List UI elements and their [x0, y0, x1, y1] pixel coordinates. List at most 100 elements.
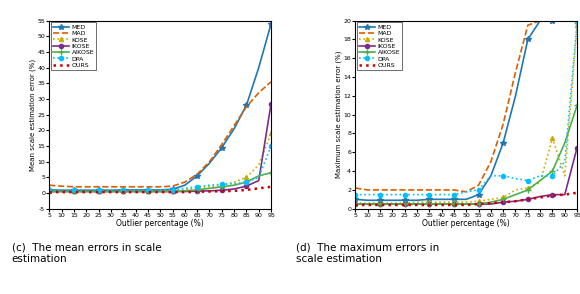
DPA — [376, 193, 383, 196]
MAD — [376, 188, 383, 192]
KOSE — [487, 198, 494, 201]
KOSE — [549, 136, 556, 140]
IKOSE — [169, 190, 176, 193]
AIKOSE — [451, 202, 458, 206]
KOSE — [182, 188, 188, 192]
KOSE — [243, 176, 250, 179]
IKOSE — [451, 202, 458, 206]
KOSE — [255, 163, 262, 167]
KOSE — [376, 201, 383, 205]
MAD — [231, 124, 238, 127]
KOSE — [144, 190, 151, 193]
KOSE — [414, 201, 420, 204]
MAD — [182, 180, 188, 184]
KOSE — [267, 132, 274, 135]
MAD — [58, 184, 65, 188]
X-axis label: Outlier percentage (%): Outlier percentage (%) — [117, 219, 204, 228]
MAD — [463, 190, 470, 193]
KOSE — [194, 187, 201, 190]
DPA — [243, 180, 250, 184]
KOSE — [119, 190, 126, 193]
OURS — [144, 190, 151, 194]
KOSE — [524, 186, 531, 190]
OURS — [549, 194, 556, 197]
KOSE — [536, 181, 543, 184]
DPA — [536, 174, 543, 178]
DPA — [364, 193, 371, 196]
MAD — [426, 188, 433, 192]
KOSE — [574, 24, 580, 27]
AIKOSE — [352, 202, 359, 206]
MED — [144, 188, 151, 192]
MAD — [157, 185, 164, 188]
MAD — [218, 143, 225, 146]
AIKOSE — [182, 189, 188, 193]
OURS — [182, 190, 188, 194]
AIKOSE — [524, 188, 531, 192]
MAD — [500, 122, 507, 126]
MAD — [524, 24, 531, 27]
DPA — [194, 185, 201, 188]
OURS — [389, 203, 396, 207]
OURS — [231, 189, 238, 193]
AIKOSE — [157, 190, 164, 193]
MED — [438, 198, 445, 201]
KOSE — [206, 185, 213, 188]
MAD — [267, 80, 274, 83]
MED — [475, 193, 482, 196]
Y-axis label: Maximum scale estimation error (%): Maximum scale estimation error (%) — [335, 51, 342, 178]
MED — [463, 198, 470, 201]
MED — [549, 19, 556, 22]
MAD — [389, 188, 396, 192]
MED — [267, 22, 274, 26]
DPA — [463, 190, 470, 193]
OURS — [70, 190, 77, 194]
MAD — [487, 160, 494, 163]
OURS — [243, 188, 250, 192]
OURS — [58, 190, 65, 194]
MED — [487, 174, 494, 178]
MAD — [107, 185, 114, 188]
MED — [426, 198, 433, 201]
KOSE — [512, 188, 519, 192]
MED — [243, 103, 250, 107]
AIKOSE — [267, 171, 274, 174]
MAD — [451, 188, 458, 192]
KOSE — [426, 201, 433, 204]
DPA — [426, 193, 433, 196]
AIKOSE — [95, 190, 102, 193]
AIKOSE — [231, 183, 238, 187]
MED — [512, 94, 519, 98]
MAD — [132, 185, 139, 188]
MED — [389, 198, 396, 202]
DPA — [58, 188, 65, 192]
DPA — [119, 188, 126, 192]
IKOSE — [352, 202, 359, 206]
MED — [231, 127, 238, 131]
MAD — [194, 173, 201, 176]
AIKOSE — [401, 202, 408, 206]
DPA — [352, 193, 359, 196]
OURS — [46, 190, 53, 194]
DPA — [487, 174, 494, 178]
Line: DPA: DPA — [47, 144, 273, 192]
AIKOSE — [475, 202, 482, 206]
KOSE — [132, 190, 139, 193]
MAD — [70, 185, 77, 188]
Text: (c)  The mean errors in scale
estimation: (c) The mean errors in scale estimation — [12, 243, 161, 264]
MAD — [119, 185, 126, 188]
KOSE — [83, 190, 90, 193]
MAD — [352, 186, 359, 190]
IKOSE — [426, 202, 433, 206]
MED — [169, 188, 176, 191]
MED — [182, 183, 188, 187]
MED — [401, 198, 408, 202]
IKOSE — [500, 201, 507, 204]
OURS — [107, 190, 114, 194]
Line: MED: MED — [353, 18, 580, 203]
OURS — [500, 201, 507, 204]
IKOSE — [58, 190, 65, 193]
IKOSE — [119, 190, 126, 193]
MAD — [95, 185, 102, 188]
MED — [206, 161, 213, 165]
